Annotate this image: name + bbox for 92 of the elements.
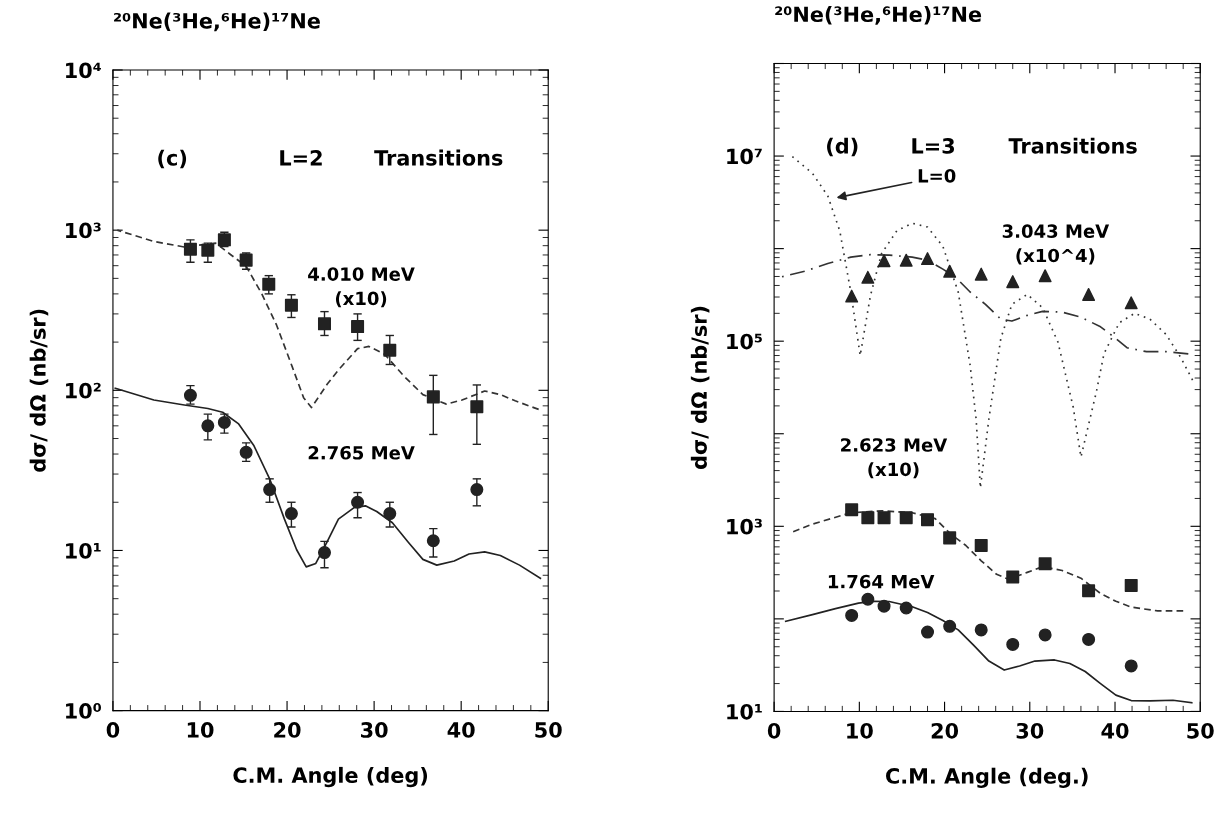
point [974,623,988,637]
x-axis-title: C.M. Angle (deg) [233,766,428,788]
x-tick-label: 50 [1187,722,1214,739]
point [921,513,935,527]
point [1124,578,1138,592]
x-tick-label: 30 [361,722,388,738]
annotation: (c) [158,149,187,169]
x-tick-label: 10 [187,722,214,738]
point [1006,275,1020,289]
point [943,531,957,545]
annotation: L=3 [912,138,955,154]
chart-title: ²⁰Ne(³He,⁶He)¹⁷Ne [775,6,982,25]
point [351,495,365,509]
point [1082,584,1096,598]
point [845,289,859,303]
point [899,253,913,267]
point [1124,296,1138,310]
y-tick-label: 10³ [727,518,762,535]
y-tick-label: 10¹ [66,542,101,559]
series-label: 2.623 MeV (x10) [841,438,948,479]
point [263,483,277,497]
point [1082,287,1096,301]
point [201,419,215,433]
point [383,343,397,357]
annotation: L=0 [918,169,956,183]
x-tick-label: 0 [767,722,781,739]
point [317,317,331,331]
point [470,400,484,414]
point [351,320,365,334]
x-tick-label: 50 [535,722,562,738]
point [239,445,253,459]
point [383,507,397,521]
point [943,264,957,278]
point [899,511,913,525]
point [899,601,913,615]
x-tick-label: 40 [447,722,475,738]
point [845,608,859,622]
x-tick-label: 20 [931,722,959,739]
y-tick-label: 10³ [66,222,101,239]
point [317,546,331,560]
point [470,483,484,497]
series-label: 4.010 MeV (x10) [308,267,415,308]
point [201,243,215,257]
point [183,388,197,402]
annotation: Transitions [374,149,503,166]
chart-title: ²⁰Ne(³He,⁶He)¹⁷Ne [114,12,320,32]
annotation: L=2 [280,149,322,166]
point [921,625,935,639]
point [861,592,875,606]
y-tick-label: 10¹ [727,703,762,720]
point [1124,659,1138,673]
point [974,267,988,281]
point [183,242,197,256]
y-axis-title: dσ/ dΩ (nb/sr) [690,306,710,469]
x-axis-title: C.M. Angle (deg.) [886,767,1088,789]
point [861,270,875,284]
point [284,298,298,312]
x-tick-label: 30 [1016,722,1044,739]
point [217,415,231,429]
x-tick-label: 40 [1101,722,1129,739]
x-tick-label: 0 [106,722,120,738]
point [943,619,957,633]
x-tick-label: 20 [274,722,301,738]
y-tick-label: 10⁴ [66,62,101,79]
point [426,390,440,404]
point [861,511,875,525]
y-tick-label: 10⁵ [727,333,762,350]
text: 2.765 MeV [308,445,415,460]
point [877,254,891,268]
point [1006,570,1020,584]
point [845,503,859,517]
point [877,511,891,525]
point [1038,269,1052,283]
annotation: Transitions [1008,137,1137,154]
series-label: 1.764 MeV [828,574,935,589]
point [1082,632,1096,646]
point [284,507,298,521]
point [1006,637,1020,651]
y-tick-label: 10⁰ [66,703,101,719]
y-axis-title: dσ/ dΩ (nb/sr) [29,309,49,472]
x-tick-label: 10 [847,722,873,739]
point [426,534,440,548]
point [1038,628,1052,642]
series-label: 3.043 MeV (x10^4) [1002,224,1110,265]
point [262,277,276,291]
y-tick-label: 10² [66,382,101,399]
point [974,539,988,553]
annotation: (d) [827,137,858,157]
point [877,599,891,613]
point [921,252,935,266]
point [1038,557,1052,571]
y-tick-label: 10⁷ [727,148,762,165]
